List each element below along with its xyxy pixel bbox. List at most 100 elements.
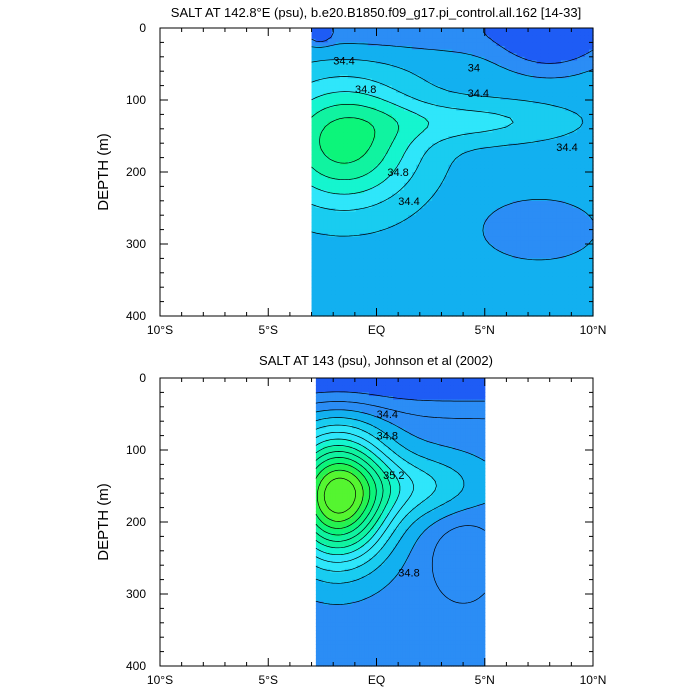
upper-field-cell bbox=[359, 298, 365, 303]
upper-field-cell bbox=[508, 197, 514, 202]
upper-field-cell bbox=[484, 240, 490, 245]
upper-field-cell bbox=[540, 31, 546, 36]
upper-field-cell bbox=[512, 269, 518, 274]
upper-field-cell bbox=[520, 272, 526, 277]
upper-field-cell bbox=[315, 28, 321, 33]
upper-field-cell bbox=[476, 229, 482, 234]
upper-field-cell bbox=[520, 233, 526, 238]
upper-field-cell bbox=[472, 157, 477, 162]
upper-field-cell bbox=[363, 154, 369, 159]
upper-field-cell bbox=[391, 254, 397, 259]
upper-field-cell bbox=[492, 157, 498, 162]
upper-field-cell bbox=[512, 53, 518, 58]
upper-field-cell bbox=[371, 258, 377, 263]
upper-field-cell bbox=[540, 226, 546, 231]
upper-field-cell bbox=[420, 53, 425, 58]
upper-field-cell bbox=[468, 42, 473, 47]
upper-field-cell bbox=[496, 312, 502, 317]
upper-field-cell bbox=[311, 164, 317, 169]
upper-field-cell bbox=[319, 193, 325, 198]
upper-field-cell bbox=[395, 308, 401, 313]
upper-field-cell bbox=[552, 161, 558, 166]
upper-field-cell bbox=[408, 200, 413, 205]
upper-field-cell bbox=[496, 85, 502, 90]
upper-field-cell bbox=[391, 200, 397, 205]
upper-field-cell bbox=[343, 244, 349, 249]
upper-field-cell bbox=[311, 60, 317, 65]
upper-field-cell bbox=[432, 85, 437, 90]
upper-field-cell bbox=[524, 82, 530, 87]
upper-field-cell bbox=[504, 298, 510, 303]
upper-field-cell bbox=[395, 298, 401, 303]
upper-field-cell bbox=[400, 28, 405, 33]
upper-field-cell bbox=[327, 92, 333, 97]
upper-field-cell bbox=[416, 211, 421, 216]
upper-field-cell bbox=[532, 110, 538, 115]
upper-field-cell bbox=[548, 42, 554, 47]
upper-field-cell bbox=[323, 262, 329, 267]
upper-field-cell bbox=[560, 67, 566, 72]
upper-field-cell bbox=[400, 125, 405, 130]
upper-field-cell bbox=[363, 96, 369, 101]
upper-field-cell bbox=[408, 301, 413, 306]
upper-field-cell bbox=[424, 114, 429, 119]
upper-field-cell bbox=[420, 222, 425, 227]
upper-field-cell bbox=[460, 190, 465, 195]
upper-field-cell bbox=[452, 287, 457, 292]
upper-field-cell bbox=[404, 258, 409, 263]
upper-panel: SALT AT 142.8°E (psu), b.e20.B1850.f09_g… bbox=[95, 5, 606, 337]
upper-field-cell bbox=[343, 247, 349, 252]
upper-field-cell bbox=[424, 143, 429, 148]
upper-field-cell bbox=[383, 186, 389, 191]
upper-field-cell bbox=[408, 294, 413, 299]
upper-field-cell bbox=[428, 308, 433, 313]
upper-field-cell bbox=[404, 31, 409, 36]
upper-field-cell bbox=[440, 85, 445, 90]
upper-field-cell bbox=[536, 35, 542, 40]
upper-field-cell bbox=[408, 42, 413, 47]
upper-field-cell bbox=[387, 168, 393, 173]
upper-field-cell bbox=[520, 96, 526, 101]
upper-field-cell bbox=[544, 193, 550, 198]
upper-field-cell bbox=[504, 118, 510, 123]
upper-field-cell bbox=[460, 236, 465, 241]
upper-field-cell bbox=[327, 110, 333, 115]
upper-field-cell bbox=[379, 244, 385, 249]
upper-field-cell bbox=[476, 31, 482, 36]
upper-field-cell bbox=[416, 143, 421, 148]
upper-field-cell bbox=[524, 96, 530, 101]
upper-field-cell bbox=[456, 229, 461, 234]
upper-field-cell bbox=[347, 92, 353, 97]
upper-field-cell bbox=[416, 64, 421, 69]
upper-field-cell bbox=[347, 110, 353, 115]
upper-field-cell bbox=[536, 290, 542, 295]
upper-field-cell bbox=[408, 182, 413, 187]
upper-field-cell bbox=[363, 128, 369, 133]
upper-field-cell bbox=[351, 190, 357, 195]
upper-field-cell bbox=[432, 204, 437, 209]
upper-field-cell bbox=[536, 247, 542, 252]
upper-field-cell bbox=[363, 265, 369, 270]
upper-field-cell bbox=[315, 136, 321, 141]
upper-field-cell bbox=[468, 247, 473, 252]
upper-field-cell bbox=[335, 172, 341, 177]
upper-field-cell bbox=[412, 186, 417, 191]
upper-field-cell bbox=[488, 107, 494, 112]
upper-field-cell bbox=[536, 301, 542, 306]
upper-field-cell bbox=[327, 100, 333, 105]
upper-field-cell bbox=[436, 96, 441, 101]
upper-field-cell bbox=[395, 150, 401, 155]
upper-field-cell bbox=[428, 251, 433, 256]
upper-field-cell bbox=[548, 132, 554, 137]
upper-field-cell bbox=[404, 301, 409, 306]
upper-field-cell bbox=[416, 56, 421, 61]
upper-field-cell bbox=[383, 128, 389, 133]
upper-field-cell bbox=[544, 53, 550, 58]
upper-field-cell bbox=[323, 143, 329, 148]
upper-field-cell bbox=[444, 49, 449, 54]
upper-field-cell bbox=[420, 294, 425, 299]
upper-field-cell bbox=[500, 157, 506, 162]
upper-field-cell bbox=[512, 186, 518, 191]
upper-field-cell bbox=[371, 78, 377, 83]
upper-field-cell bbox=[476, 276, 482, 281]
